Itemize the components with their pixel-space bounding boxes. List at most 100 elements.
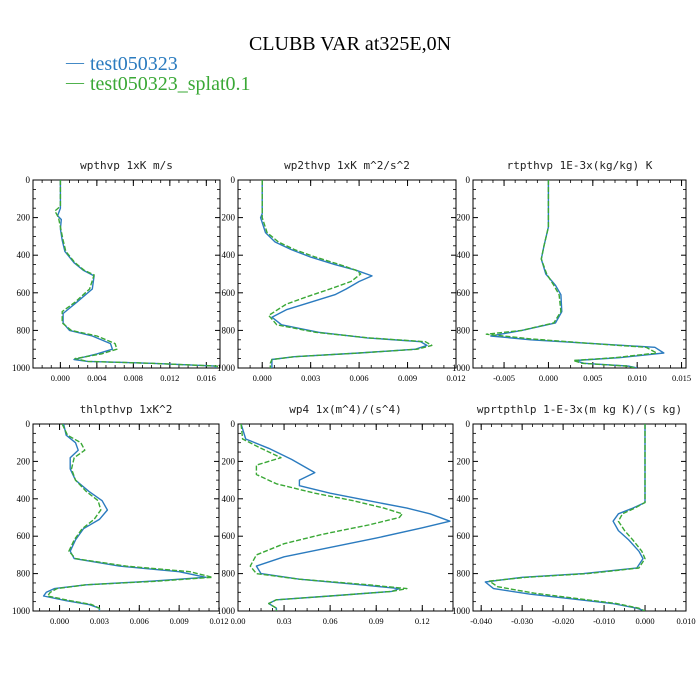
y-tick-label: 200 bbox=[222, 213, 236, 223]
x-tick-label: 0.012 bbox=[209, 616, 228, 626]
y-tick-label: 0 bbox=[466, 175, 471, 185]
y-tick-label: 1000 bbox=[12, 363, 31, 373]
x-tick-label: 0.008 bbox=[124, 373, 143, 383]
y-tick-label: 1000 bbox=[217, 363, 236, 373]
x-tick-label: -0.005 bbox=[493, 373, 515, 383]
x-tick-label: -0.030 bbox=[511, 616, 533, 626]
y-tick-label: 400 bbox=[457, 494, 471, 504]
x-tick-label: 0.09 bbox=[369, 616, 384, 626]
x-tick-label: 0.003 bbox=[90, 616, 109, 626]
x-tick-label: 0.009 bbox=[170, 616, 189, 626]
y-tick-label: 1000 bbox=[217, 606, 236, 616]
figure-title: CLUBB VAR at325E,0N bbox=[249, 33, 451, 55]
x-tick-label: 0.012 bbox=[160, 373, 179, 383]
legend-label-test050323: test050323 bbox=[90, 53, 178, 75]
series-line bbox=[240, 424, 408, 611]
y-tick-label: 200 bbox=[457, 213, 471, 223]
legend-line-icon: — bbox=[65, 52, 85, 72]
series-line bbox=[240, 424, 451, 611]
series-line bbox=[56, 180, 217, 368]
x-tick-label: 0.000 bbox=[50, 616, 69, 626]
y-tick-label: 0 bbox=[466, 419, 471, 429]
legend-label-test050323-splat: test050323_splat0.1 bbox=[90, 73, 251, 95]
x-tick-label: 0.000 bbox=[51, 373, 70, 383]
chart-title: wp2thvp 1xK m^2/s^2 bbox=[284, 159, 410, 172]
x-tick-label: 0.000 bbox=[253, 373, 272, 383]
x-tick-label: 0.003 bbox=[301, 373, 320, 383]
chart-title: thlpthvp 1xK^2 bbox=[80, 403, 173, 416]
x-tick-label: 0.010 bbox=[676, 616, 695, 626]
y-tick-label: 400 bbox=[222, 250, 236, 260]
chart-panel: wprtpthlp 1-E-3x(m kg K)/(s kg) 0 200 400 60… bbox=[452, 403, 696, 626]
x-tick-label: 0.012 bbox=[446, 373, 465, 383]
legend-line-icon: — bbox=[65, 72, 85, 92]
y-tick-label: 1000 bbox=[452, 363, 471, 373]
y-tick-label: 200 bbox=[222, 456, 236, 466]
x-tick-label: -0.020 bbox=[552, 616, 574, 626]
plot-frame bbox=[237, 179, 457, 369]
x-tick-label: 0.12 bbox=[415, 616, 430, 626]
y-tick-label: 200 bbox=[17, 456, 31, 466]
chart-title: wp4 1x(m^4)/(s^4) bbox=[289, 403, 402, 416]
series-line bbox=[54, 180, 219, 368]
legend: — test050323 — test050323_splat0.1 bbox=[65, 52, 251, 95]
x-tick-label: 0.000 bbox=[539, 373, 558, 383]
y-tick-label: 0 bbox=[231, 419, 236, 429]
y-tick-label: 0 bbox=[26, 419, 31, 429]
y-tick-label: 0 bbox=[26, 175, 31, 185]
chart-panel: rtpthvp 1E-3x(kg/kg) K 0 200 400 600 800 1000 -… bbox=[452, 159, 691, 383]
x-tick-label: 0.006 bbox=[350, 373, 369, 383]
x-tick-label: 0.004 bbox=[87, 373, 107, 383]
chart-title: wpthvp 1xK m/s bbox=[80, 159, 173, 172]
plot-frame bbox=[472, 179, 687, 369]
series-line bbox=[46, 424, 214, 611]
x-tick-label: 0.010 bbox=[628, 373, 647, 383]
x-tick-label: 0.015 bbox=[672, 373, 691, 383]
x-tick-label: -0.010 bbox=[593, 616, 615, 626]
y-tick-label: 600 bbox=[457, 288, 471, 298]
series-line bbox=[42, 424, 207, 611]
y-tick-label: 800 bbox=[17, 569, 31, 579]
chart-panel: wp2thvp 1xK m^2/s^2 0 200 400 600 800 1000 0.00… bbox=[217, 159, 466, 383]
chart-panel: thlpthvp 1xK^2 0 200 400 600 800 1000 0.000 0.00… bbox=[12, 403, 229, 626]
y-tick-label: 600 bbox=[222, 531, 236, 541]
y-tick-label: 1000 bbox=[12, 606, 31, 616]
x-tick-label: -0.040 bbox=[470, 616, 492, 626]
x-tick-label: 0.006 bbox=[130, 616, 149, 626]
x-tick-label: 0.016 bbox=[197, 373, 216, 383]
chart-panel: wpthvp 1xK m/s 0 200 400 600 800 1000 0.000 0.00… bbox=[12, 159, 221, 383]
y-tick-label: 0 bbox=[231, 175, 236, 185]
series-line bbox=[485, 180, 658, 368]
y-tick-label: 800 bbox=[17, 325, 31, 335]
y-tick-label: 1000 bbox=[452, 606, 471, 616]
y-tick-label: 400 bbox=[457, 250, 471, 260]
x-tick-label: 0.00 bbox=[231, 616, 246, 626]
chart-title: rtpthvp 1E-3x(kg/kg) K bbox=[507, 159, 653, 172]
series-line bbox=[488, 424, 646, 611]
y-tick-label: 600 bbox=[222, 288, 236, 298]
series-line bbox=[259, 180, 428, 368]
y-tick-label: 400 bbox=[17, 494, 31, 504]
y-tick-label: 200 bbox=[457, 456, 471, 466]
y-tick-label: 600 bbox=[17, 288, 31, 298]
y-tick-label: 400 bbox=[222, 494, 236, 504]
x-tick-label: 0.009 bbox=[398, 373, 417, 383]
x-tick-label: 0.000 bbox=[635, 616, 654, 626]
y-tick-label: 200 bbox=[17, 213, 31, 223]
plot-frame bbox=[472, 423, 687, 612]
y-tick-label: 600 bbox=[17, 531, 31, 541]
y-tick-label: 400 bbox=[17, 250, 31, 260]
x-tick-label: 0.06 bbox=[323, 616, 338, 626]
series-line bbox=[490, 180, 665, 368]
y-tick-label: 800 bbox=[457, 569, 471, 579]
y-tick-label: 800 bbox=[457, 325, 471, 335]
y-tick-label: 600 bbox=[457, 531, 471, 541]
y-tick-label: 800 bbox=[222, 569, 236, 579]
y-tick-label: 800 bbox=[222, 325, 236, 335]
chart-title: wprtpthlp 1-E-3x(m kg K)/(s kg) bbox=[477, 403, 682, 416]
x-tick-label: 0.03 bbox=[277, 616, 292, 626]
x-tick-label: 0.005 bbox=[583, 373, 602, 383]
